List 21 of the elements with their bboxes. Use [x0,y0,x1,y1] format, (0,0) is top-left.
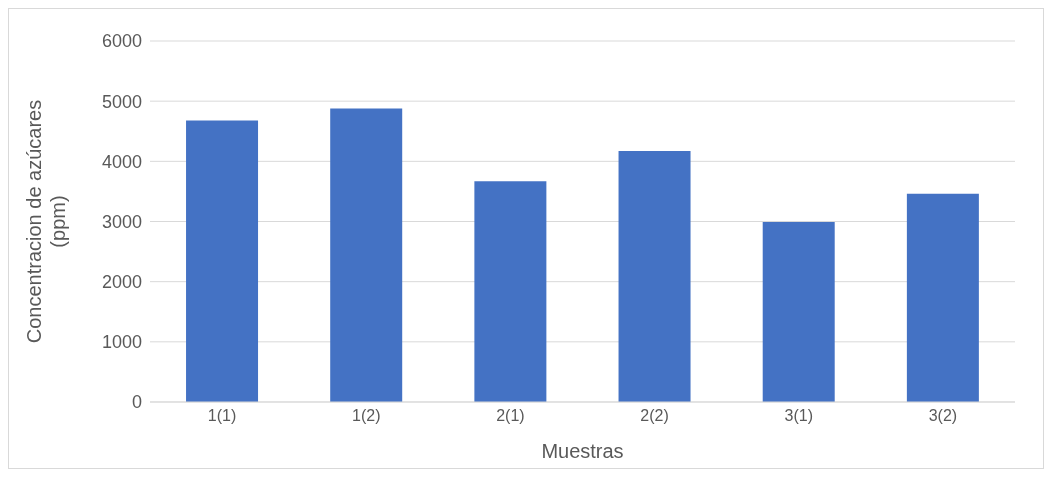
y-axis-title: Concentracion de azúcares (ppm) [23,99,69,344]
x-tick-label: 2(1) [496,407,525,425]
bar [618,151,691,402]
bar [762,222,835,402]
x-axis-title: Muestras [541,440,624,462]
y-tick-label: 3000 [101,211,142,232]
bar [186,120,259,402]
y-tick-label: 5000 [101,91,142,112]
y-tick-label: 4000 [101,151,142,172]
bar [330,108,403,402]
y-tick-label: 6000 [101,31,142,52]
x-tick-label: 2(2) [640,407,669,425]
x-tick-label: 3(1) [784,407,813,425]
bar [906,193,979,402]
y-tick-label: 1000 [101,332,142,353]
y-tick-label: 0 [131,392,142,413]
x-tick-label: 3(2) [928,407,958,425]
bar [474,181,547,402]
x-tick-label: 1(1) [207,407,237,425]
x-tick-label: 1(2) [352,407,381,425]
y-tick-label: 2000 [101,272,142,293]
